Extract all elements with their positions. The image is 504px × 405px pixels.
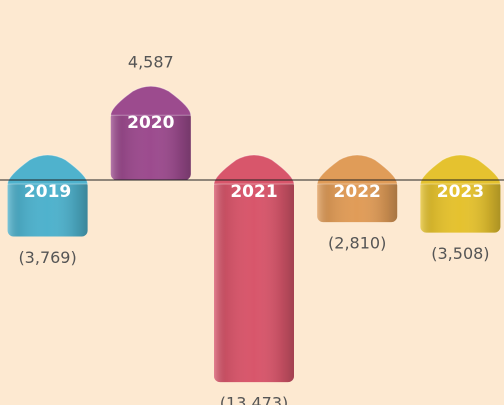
bar-cap xyxy=(316,154,398,185)
bar-shade xyxy=(7,180,88,237)
bar-shade xyxy=(110,111,191,180)
category-label: 2020 xyxy=(127,113,174,133)
category-label: 2021 xyxy=(230,182,277,202)
bar-shade xyxy=(420,180,501,233)
bar-cap xyxy=(110,85,192,116)
value-label: (13,473) xyxy=(220,394,288,405)
category-label: 2023 xyxy=(437,182,484,202)
value-label: (2,810) xyxy=(328,234,386,253)
bar-shade xyxy=(214,180,294,383)
bar-cap xyxy=(7,154,89,185)
bar-cap xyxy=(213,154,295,185)
value-label: 4,587 xyxy=(128,53,174,72)
value-label: (3,508) xyxy=(431,244,489,263)
bar-cap xyxy=(419,154,501,185)
category-label: 2022 xyxy=(334,182,381,202)
bar-shade xyxy=(317,180,398,223)
value-label: (3,769) xyxy=(18,248,76,267)
category-label: 2019 xyxy=(24,182,71,202)
